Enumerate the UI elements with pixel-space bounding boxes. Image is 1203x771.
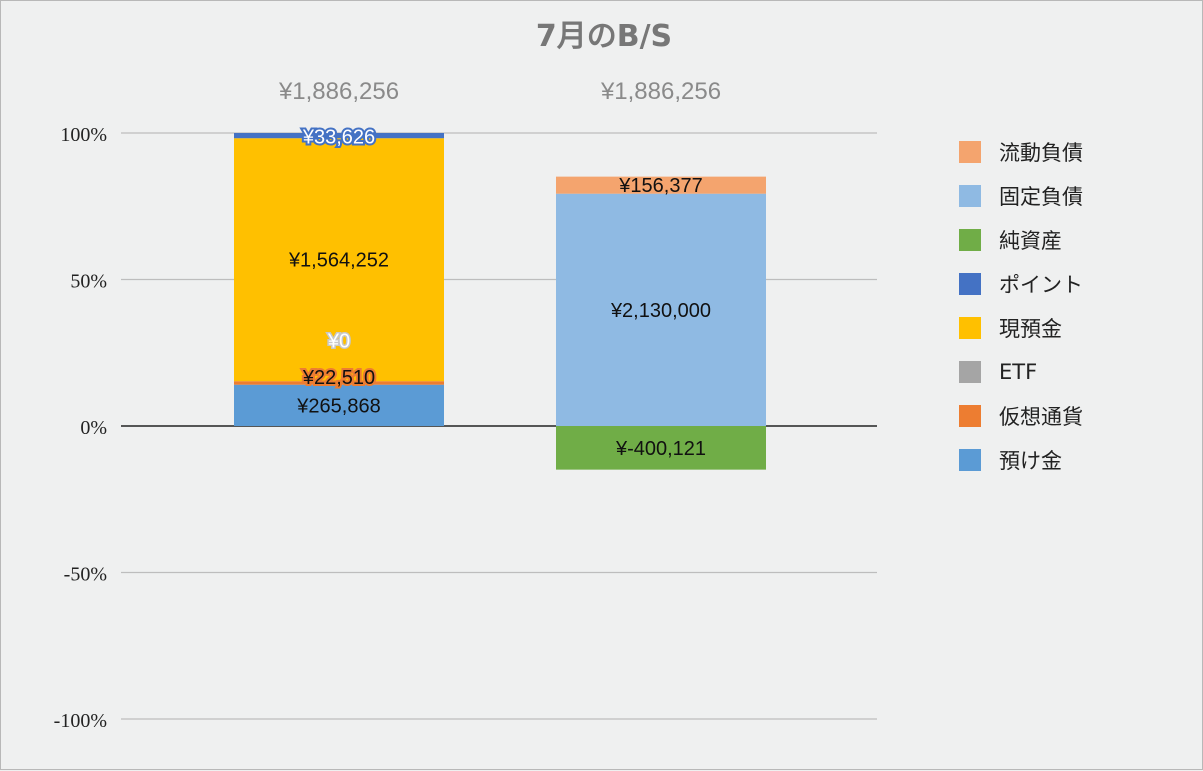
legend-label: 預け金: [999, 449, 1062, 473]
legend-label: 純資産: [999, 229, 1062, 253]
legend-item: ETF: [959, 350, 1083, 394]
legend-item: 固定負債: [959, 174, 1083, 218]
y-tick-label: 0%: [80, 417, 107, 439]
chart-title: 7月のB/S: [536, 19, 672, 54]
legend-swatch: [959, 449, 981, 471]
legend-label: 流動負債: [999, 141, 1083, 165]
legend-swatch: [959, 141, 981, 163]
bar-segment: [234, 138, 444, 382]
bars: [234, 133, 766, 470]
y-tick-label: -50%: [64, 564, 107, 586]
legend-label: 固定負債: [999, 185, 1083, 209]
data-label: ¥0: [327, 330, 350, 352]
bar-segment: [234, 133, 444, 139]
legend-item: 現預金: [959, 306, 1083, 350]
legend-label: ETF: [999, 360, 1038, 384]
legend-item: 流動負債: [959, 130, 1083, 174]
bar-total-label: ¥1,886,256: [600, 78, 721, 105]
legend-item: 預け金: [959, 438, 1083, 482]
data-label: ¥-400,121: [615, 438, 706, 460]
data-label: ¥1,564,252: [288, 250, 389, 272]
legend-label: ポイント: [999, 273, 1083, 297]
legend-item: 仮想通貨: [959, 394, 1083, 438]
legend-swatch: [959, 317, 981, 339]
data-label: ¥2,130,000: [610, 300, 711, 322]
data-labels: ¥265,868 ¥22,510 ¥0 ¥1,564,252 ¥33,626 ¥-400,…: [288, 125, 711, 460]
bar-segment: [234, 381, 444, 385]
data-label: ¥22,510: [302, 367, 375, 389]
bar-segment: [556, 426, 766, 470]
y-axis-ticks: 100% 50% 0% -50% -100%: [54, 124, 107, 732]
legend-swatch: [959, 273, 981, 295]
bar-totals: ¥1,886,256 ¥1,886,256: [278, 78, 721, 105]
legend-swatch: [959, 361, 981, 383]
data-label: ¥265,868: [296, 395, 380, 417]
legend-label: 仮想通貨: [999, 405, 1083, 429]
data-label: ¥33,626: [302, 127, 375, 149]
bar-segment: [556, 193, 766, 426]
bar-segment: [556, 176, 766, 194]
y-tick-label: 50%: [70, 271, 107, 293]
legend: 流動負債固定負債純資産ポイント現預金 ETF 仮想通貨預け金: [959, 130, 1083, 482]
legend-label: 現預金: [999, 317, 1062, 341]
data-label: ¥156,377: [618, 175, 702, 197]
legend-swatch: [959, 185, 981, 207]
y-tick-label: 100%: [60, 124, 107, 146]
legend-item: ポイント: [959, 262, 1083, 306]
legend-swatch: [959, 405, 981, 427]
y-tick-label: -100%: [54, 710, 107, 732]
legend-item: 純資産: [959, 218, 1083, 262]
bar-segment: [234, 384, 444, 426]
bar-total-label: ¥1,886,256: [278, 78, 399, 105]
legend-swatch: [959, 229, 981, 251]
